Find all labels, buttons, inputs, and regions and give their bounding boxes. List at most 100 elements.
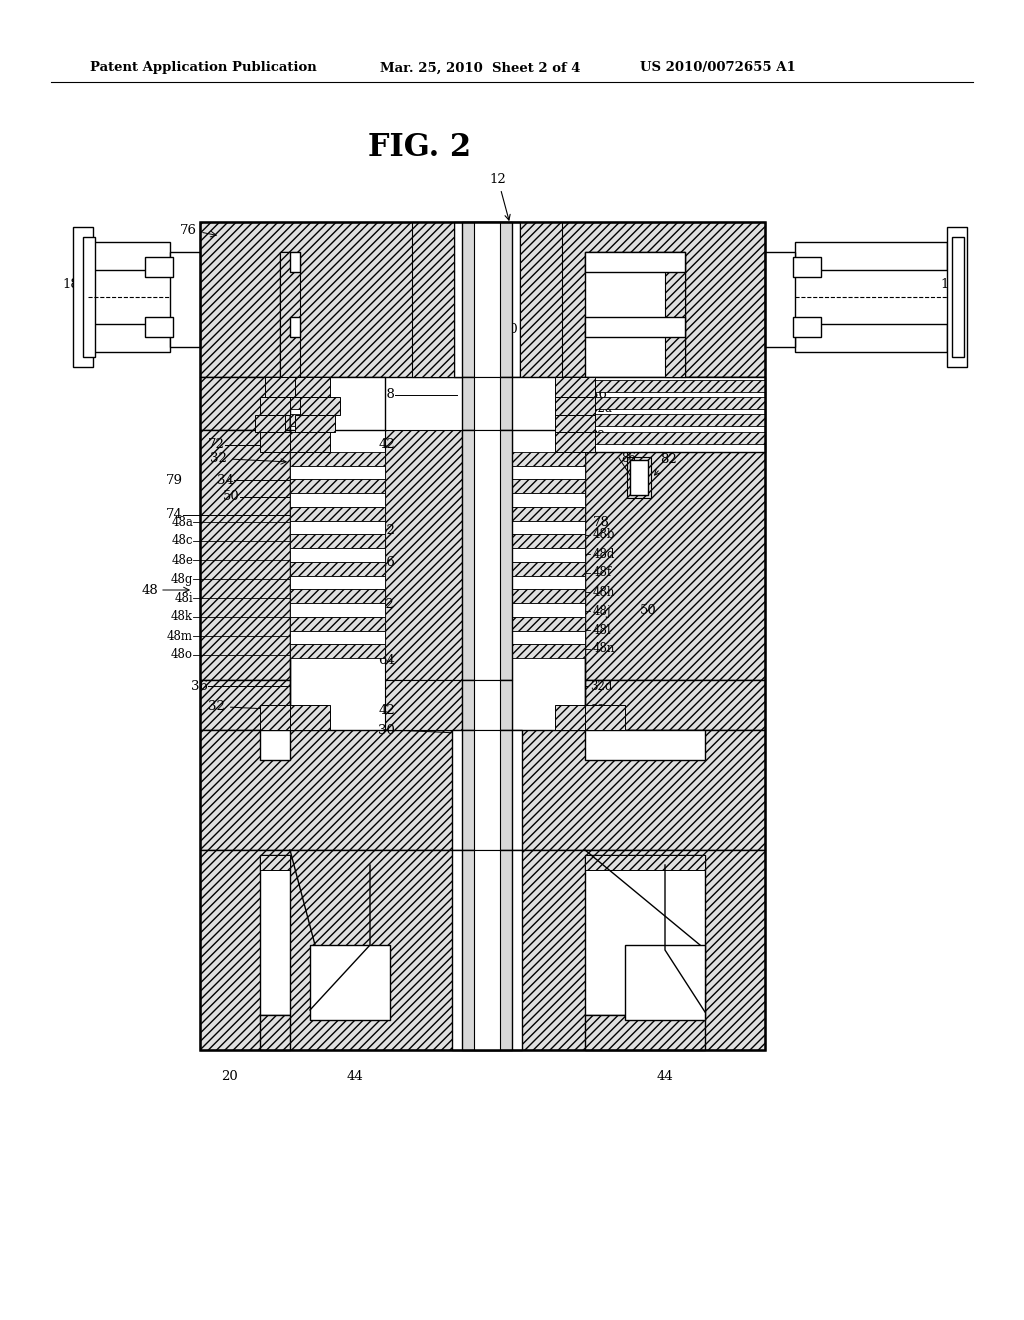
Bar [585, 378, 765, 430]
Bar [290, 520, 385, 535]
Text: 48e: 48e [171, 553, 193, 566]
Bar [952, 238, 964, 356]
Bar [570, 432, 765, 444]
Text: 34: 34 [217, 474, 234, 487]
Text: 32e: 32e [590, 704, 612, 717]
Bar [555, 397, 595, 414]
Bar [290, 479, 385, 494]
Bar [793, 317, 821, 337]
Bar [290, 432, 330, 451]
Bar [492, 616, 585, 631]
Bar [492, 576, 585, 589]
Text: 48m: 48m [167, 630, 193, 643]
Bar [585, 680, 765, 730]
Bar [200, 222, 765, 1049]
Bar [290, 631, 385, 644]
Bar [585, 855, 705, 1015]
Bar [474, 222, 500, 378]
Text: 46: 46 [378, 556, 395, 569]
Bar [280, 252, 290, 378]
Text: 30: 30 [378, 723, 395, 737]
Bar [290, 494, 385, 507]
Text: 44: 44 [656, 1071, 674, 1082]
Bar [462, 430, 512, 680]
Bar [200, 730, 765, 850]
Text: 36: 36 [590, 388, 607, 401]
Bar [474, 430, 500, 680]
Bar [385, 680, 462, 730]
Text: 38: 38 [378, 388, 395, 401]
Bar [765, 252, 795, 347]
Text: 44: 44 [347, 1071, 364, 1082]
Text: 52: 52 [378, 598, 395, 611]
Text: 79: 79 [166, 474, 183, 487]
Bar [625, 945, 705, 1020]
Text: 48g: 48g [171, 573, 193, 586]
Bar [474, 378, 500, 430]
Bar [260, 705, 290, 730]
Bar [492, 520, 585, 535]
Bar [295, 414, 335, 432]
Text: 48o: 48o [171, 648, 193, 661]
Text: 50: 50 [223, 491, 240, 503]
Bar [585, 855, 705, 870]
Bar [665, 252, 685, 378]
Bar [570, 397, 765, 409]
Bar [492, 589, 585, 603]
Text: 32d: 32d [590, 680, 612, 693]
Bar [280, 252, 300, 378]
Bar [474, 680, 500, 730]
Text: 12: 12 [489, 173, 510, 220]
Text: 64: 64 [378, 653, 395, 667]
Text: 50: 50 [640, 603, 656, 616]
Bar [520, 222, 562, 378]
Bar [492, 451, 585, 466]
Bar [290, 603, 385, 616]
Text: 48i: 48i [174, 591, 193, 605]
Bar [260, 397, 290, 414]
Bar [585, 317, 685, 337]
Bar [260, 432, 290, 451]
Bar [492, 631, 585, 644]
Text: 48b: 48b [593, 528, 615, 541]
Bar [290, 589, 385, 603]
Text: 54: 54 [537, 477, 563, 503]
Bar [795, 242, 947, 271]
Bar [300, 397, 340, 414]
Bar [145, 317, 173, 337]
Text: 18a: 18a [62, 279, 87, 292]
Bar [555, 378, 595, 397]
Text: 20: 20 [221, 1071, 239, 1082]
Bar [290, 507, 385, 520]
Bar [260, 855, 290, 1015]
Text: 78: 78 [593, 516, 610, 528]
Bar [454, 222, 520, 378]
Bar [290, 432, 305, 444]
Text: 32: 32 [208, 700, 286, 713]
Bar [585, 252, 685, 272]
Text: 48n: 48n [593, 643, 615, 656]
Bar [310, 945, 390, 1020]
Bar [385, 430, 462, 680]
Bar [492, 479, 585, 494]
Bar [585, 730, 705, 760]
Bar [452, 730, 522, 850]
Bar [570, 414, 765, 426]
Text: US 2010/0072655 A1: US 2010/0072655 A1 [640, 62, 796, 74]
Bar [290, 466, 385, 479]
Bar [290, 562, 385, 576]
Bar [462, 222, 512, 378]
Bar [412, 222, 454, 378]
Bar [474, 730, 500, 850]
Bar [585, 705, 625, 730]
Bar [290, 616, 385, 631]
Bar [555, 432, 595, 451]
Bar [947, 227, 967, 367]
Text: 32c: 32c [590, 429, 611, 442]
Bar [290, 548, 385, 562]
Bar [290, 644, 385, 657]
Bar [260, 730, 290, 760]
Bar [200, 680, 290, 730]
Text: 72: 72 [208, 438, 225, 451]
Bar [200, 378, 290, 430]
